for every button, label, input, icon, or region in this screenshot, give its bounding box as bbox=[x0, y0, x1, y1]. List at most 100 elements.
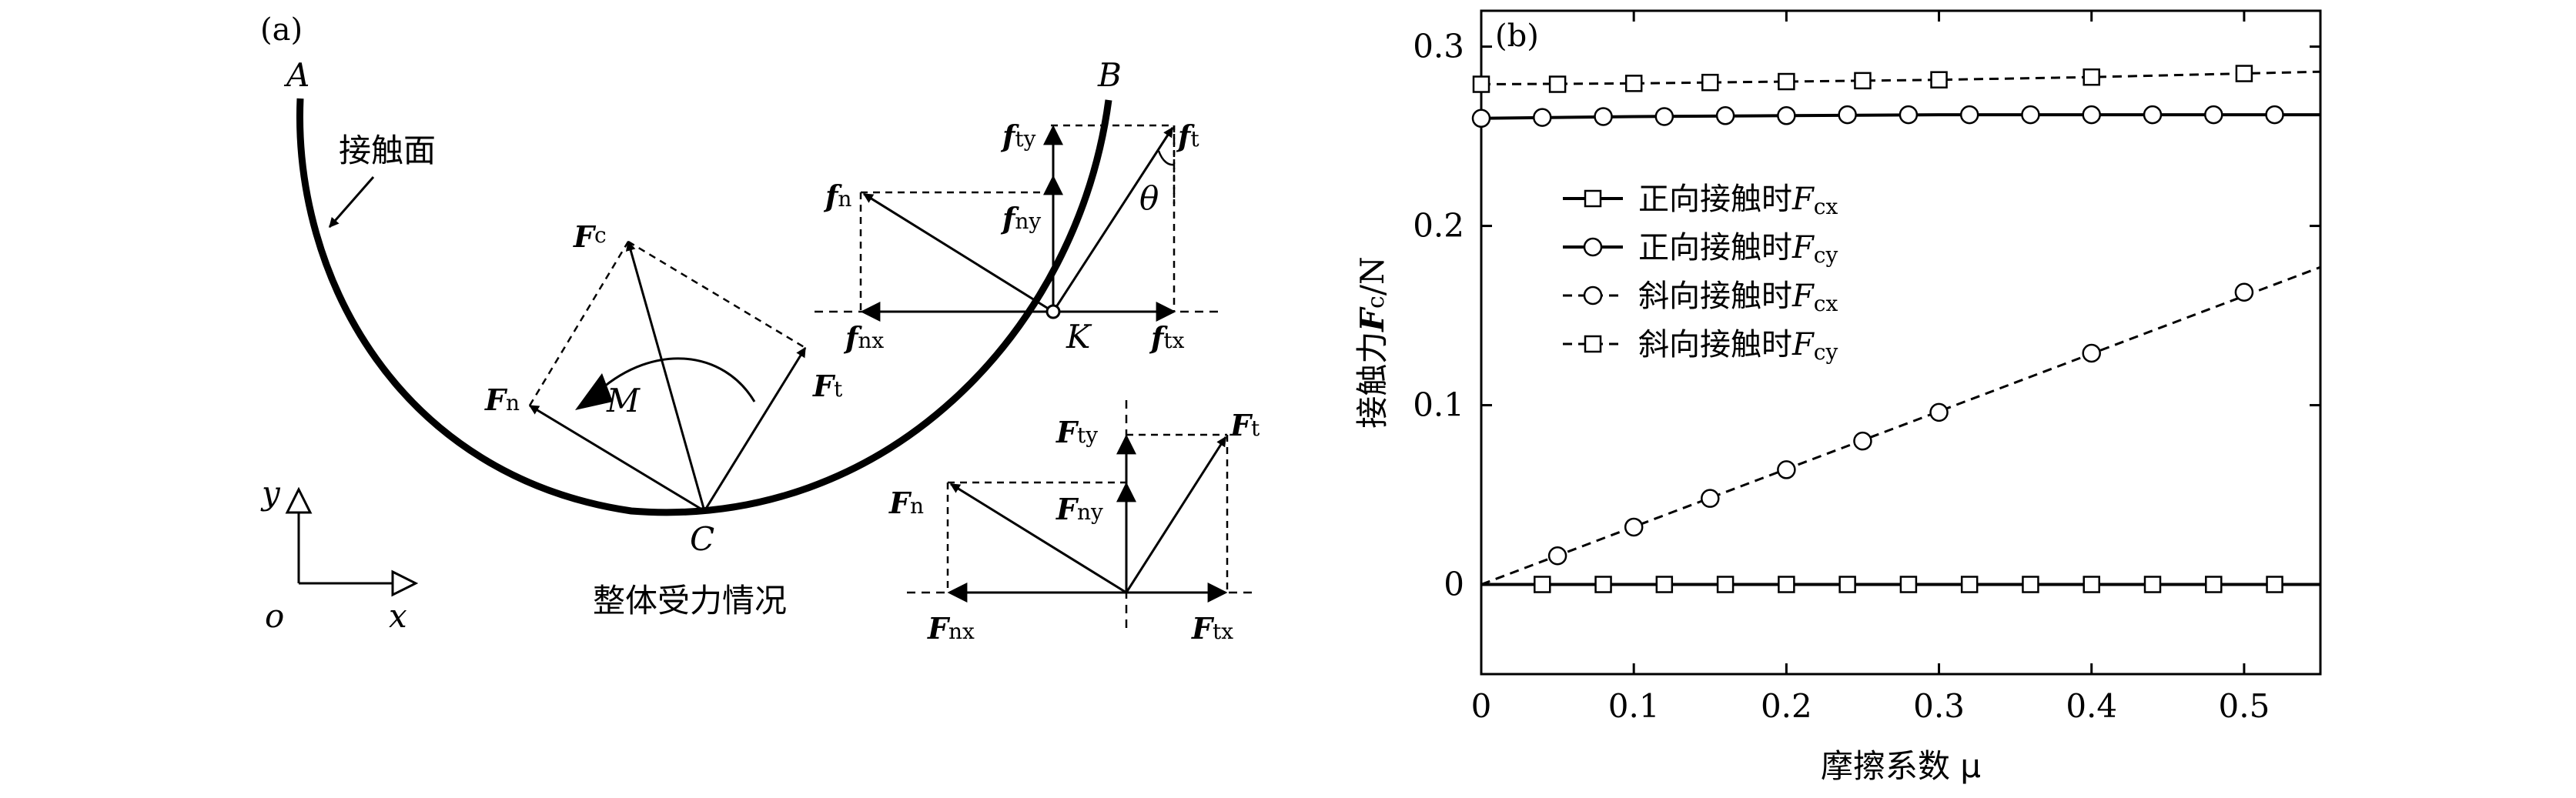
data-point bbox=[1854, 72, 1872, 90]
x-tick-label: 0.5 bbox=[2219, 687, 2270, 725]
panel-a-diagram: (a) A B 接触面 Fc Fn Ft M C y x o bbox=[260, 12, 1260, 646]
label-fn: fn bbox=[823, 179, 851, 213]
series-2 bbox=[1471, 105, 2320, 129]
arrow-Ft bbox=[1125, 436, 1227, 593]
contact-surface-pointer bbox=[328, 176, 375, 228]
force-decomposition: Fty Ft Fn Fny Fnx Ftx bbox=[888, 400, 1260, 646]
series-line bbox=[1480, 265, 2321, 586]
label-Fn: Fn bbox=[484, 382, 520, 417]
label-ftx: ftx bbox=[1149, 320, 1185, 355]
contact-surface-arc bbox=[296, 98, 1112, 516]
series-3 bbox=[1480, 265, 2321, 586]
data-point bbox=[2265, 105, 2284, 125]
data-point bbox=[1838, 576, 1856, 593]
data-point bbox=[1472, 75, 1490, 93]
force-Ft-arrow bbox=[703, 346, 807, 512]
force-Fn-arrow bbox=[528, 404, 705, 513]
plot-frame bbox=[1480, 9, 2322, 676]
data-point bbox=[1471, 109, 1491, 129]
y-axis-label: y bbox=[260, 474, 281, 512]
data-point bbox=[1594, 576, 1612, 593]
data-point bbox=[1701, 73, 1719, 92]
point-C-label: C bbox=[690, 520, 714, 558]
label-Fc: Fc bbox=[573, 219, 607, 254]
data-point bbox=[1654, 107, 1674, 126]
series-line bbox=[1480, 70, 2321, 85]
theta-arc bbox=[1157, 150, 1175, 166]
legend-label: 斜向接触时Fcx bbox=[1638, 279, 1838, 316]
chart-b: (b) 0 0.1 0.2 0.3 0.4 0.500.10.20.3 正向接触时Fcx正… bbox=[1353, 9, 2322, 785]
legend-marker bbox=[1584, 335, 1602, 353]
data-point bbox=[2234, 282, 2254, 302]
data-point bbox=[2204, 105, 2223, 125]
data-point bbox=[1548, 75, 1567, 93]
data-point bbox=[1778, 576, 1795, 593]
data-point bbox=[2235, 65, 2253, 82]
moment-M-arrowhead bbox=[575, 373, 613, 410]
force-Fc-arrow bbox=[625, 240, 706, 512]
label-fty: fty bbox=[1000, 119, 1036, 153]
legend-label: 斜向接触时Fcy bbox=[1638, 327, 1838, 365]
data-point bbox=[1959, 105, 1979, 125]
data-point bbox=[2082, 105, 2101, 125]
data-point bbox=[1624, 517, 1644, 537]
y-axis-title: 接触力Fc/N bbox=[1353, 256, 1391, 429]
point-B-label: B bbox=[1097, 56, 1122, 94]
x-tick-label: 0.3 bbox=[1913, 687, 1965, 725]
y-tick-label: 0 bbox=[1444, 566, 1464, 603]
legend-label: 正向接触时Fcx bbox=[1638, 182, 1838, 219]
contact-surface-label: 接触面 bbox=[339, 132, 436, 169]
whole-body-caption: 整体受力情况 bbox=[593, 582, 787, 619]
legend-marker bbox=[1583, 285, 1603, 306]
label-Ft-decomp: Ft bbox=[1229, 408, 1260, 442]
data-point bbox=[1715, 106, 1735, 125]
data-point bbox=[1838, 105, 1857, 125]
whole-body-forces: Fc Fn Ft M C bbox=[484, 219, 843, 558]
label-fny: fny bbox=[1000, 201, 1041, 235]
label-fnx: fnx bbox=[843, 320, 884, 355]
origin-label: o bbox=[265, 597, 284, 635]
data-point bbox=[1899, 576, 1918, 593]
series-4 bbox=[1472, 65, 2321, 93]
label-Fnx: Fnx bbox=[927, 611, 975, 646]
data-point bbox=[1533, 108, 1552, 127]
x-tick-label: 0.2 bbox=[1761, 687, 1812, 725]
data-point bbox=[1899, 105, 1919, 125]
data-point bbox=[1929, 402, 1949, 422]
y-tick-label: 0.3 bbox=[1413, 28, 1464, 65]
data-point bbox=[1778, 72, 1795, 91]
x-tick-label: 0.4 bbox=[2066, 687, 2117, 725]
label-Fn-decomp: Fn bbox=[888, 486, 924, 520]
data-point bbox=[2082, 343, 2101, 363]
label-Fny: Fny bbox=[1055, 492, 1103, 526]
x-axis-title: 摩擦系数 μ bbox=[1821, 747, 1981, 785]
label-M: M bbox=[606, 382, 641, 419]
data-point bbox=[1777, 106, 1796, 125]
legend-marker bbox=[1583, 237, 1603, 257]
arrow-Fn bbox=[949, 482, 1127, 594]
data-point bbox=[1853, 431, 1872, 451]
data-point bbox=[1701, 489, 1720, 508]
arrow-fn bbox=[862, 192, 1054, 313]
data-point bbox=[1594, 107, 1613, 126]
xy-axes: y x o bbox=[260, 474, 416, 635]
data-point bbox=[1930, 71, 1948, 88]
data-point bbox=[2022, 576, 2039, 593]
point-A-label: A bbox=[283, 56, 309, 94]
data-point bbox=[1777, 460, 1796, 479]
point-K-label: K bbox=[1066, 318, 1092, 356]
legend: 正向接触时Fcx 正向接触时Fcy 斜向接触时Fcx 斜向接触时Fcy bbox=[1563, 182, 1838, 365]
data-point bbox=[1624, 75, 1643, 92]
data-point bbox=[1547, 546, 1567, 566]
data-point bbox=[1716, 576, 1735, 593]
data-point bbox=[2083, 68, 2100, 86]
data-point bbox=[2143, 105, 2163, 125]
label-Ft: Ft bbox=[812, 369, 843, 403]
label-Ftx: Ftx bbox=[1191, 611, 1233, 646]
label-ft: ft bbox=[1176, 119, 1199, 153]
legend-label: 正向接触时Fcy bbox=[1638, 230, 1838, 268]
y-tick-label: 0.2 bbox=[1413, 207, 1464, 245]
panel-b-label: (b) bbox=[1495, 18, 1539, 54]
